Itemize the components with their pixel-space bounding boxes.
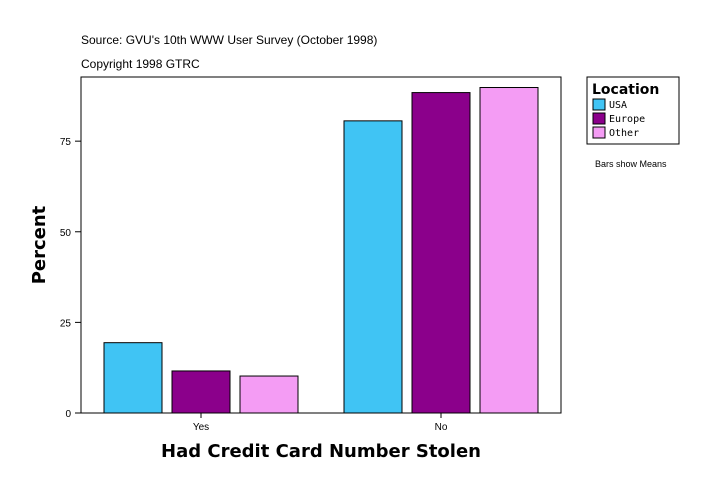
bar-europe-no	[411, 92, 471, 414]
x-tick-label: Yes	[193, 422, 209, 433]
y-tick-label: 75	[60, 137, 72, 148]
chart-source: Source: GVU's 10th WWW User Survey (Octo…	[81, 33, 377, 47]
legend-label-usa: USA	[609, 100, 627, 111]
chart-note: Bars show Means	[595, 159, 667, 169]
x-tick-label: No	[435, 422, 448, 433]
x-axis-title: Had Credit Card Number Stolen	[161, 441, 481, 462]
y-tick-label: 50	[60, 228, 72, 239]
bar-usa-yes	[103, 342, 163, 414]
bar-other-no	[479, 87, 539, 414]
chart-copyright: Copyright 1998 GTRC	[81, 57, 200, 71]
x-axis: Yes No	[193, 413, 448, 433]
legend-label-other: Other	[609, 128, 639, 139]
legend: Location USA Europe Other	[586, 76, 680, 145]
y-tick-label: 0	[65, 409, 71, 420]
legend-swatch-other	[592, 126, 606, 139]
legend-items: USA Europe Other	[592, 98, 645, 139]
y-tick-label: 25	[60, 318, 72, 329]
legend-swatch-europe	[592, 112, 606, 125]
plot-area	[80, 76, 562, 414]
bar-usa-no	[343, 120, 403, 414]
bars	[103, 87, 539, 414]
legend-title: Location	[592, 82, 659, 98]
y-axis-title: Percent	[29, 205, 50, 284]
y-axis: 0 25 50 75	[60, 137, 81, 420]
legend-label-europe: Europe	[609, 114, 645, 125]
bar-europe-yes	[171, 370, 231, 414]
bar-other-yes	[239, 375, 299, 414]
legend-swatch-usa	[592, 98, 606, 111]
